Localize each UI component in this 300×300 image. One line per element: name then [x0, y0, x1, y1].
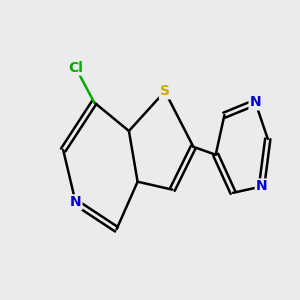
Text: Cl: Cl [68, 61, 83, 75]
Text: N: N [256, 179, 267, 194]
Text: S: S [160, 84, 170, 98]
Text: N: N [70, 195, 81, 209]
Text: N: N [250, 95, 261, 110]
